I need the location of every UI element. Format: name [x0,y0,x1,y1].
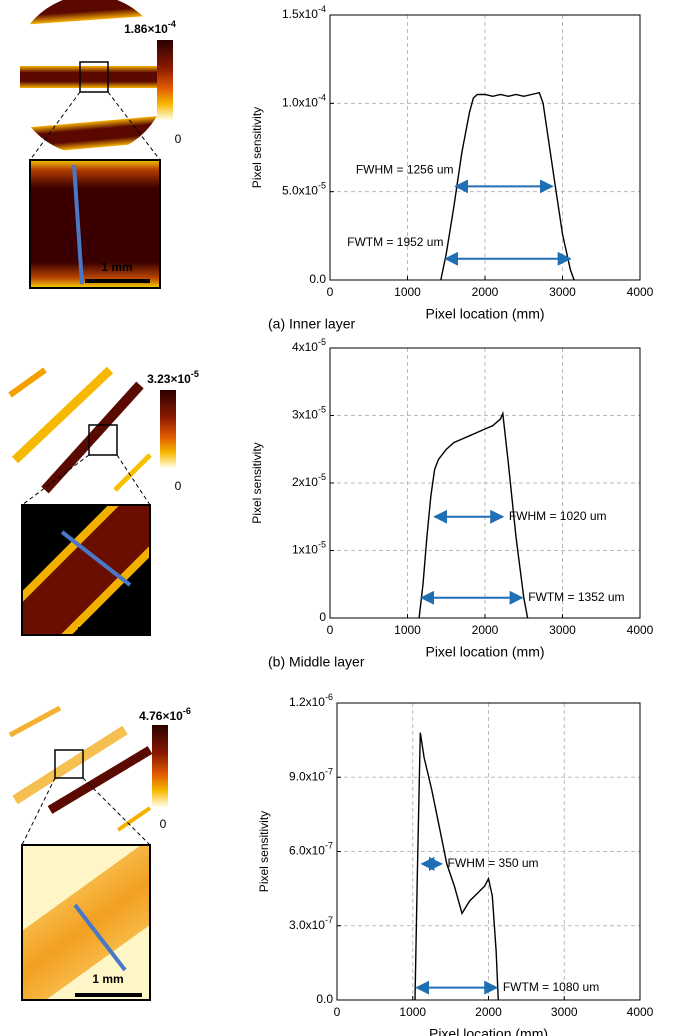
y-tick-label: 1x10-5 [292,540,326,557]
y-tick-label: 1.0x10-4 [282,93,326,110]
y-tick-label: 0.0 [316,992,333,1006]
annotation: FWHM = 1256 um [356,163,454,177]
x-tick-label: 0 [334,1005,341,1019]
heatmap-c [0,708,180,1000]
heatmap-b [0,370,180,660]
colorbar-label: 1.86×10-4 [124,19,176,36]
colorbar-label: 3.23×10-5 [147,369,199,386]
colorbar-label: 4.76×10-6 [139,706,191,723]
caption: (b) Middle layer [268,654,365,670]
x-tick-label: 2000 [475,1005,502,1019]
y-tick-label: 6.0x10-7 [289,841,333,858]
x-tick-label: 2000 [472,285,499,299]
heatmap-a [9,0,173,288]
x-axis-label: Pixel location (mm) [425,644,544,660]
x-tick-label: 4000 [627,285,654,299]
caption: (a) Inner layer [268,316,355,332]
y-tick-label: 1.5x10-4 [282,4,326,21]
scale-bar-label: 1 mm [92,972,123,986]
x-tick-label: 3000 [549,623,576,637]
annotation: FWTM = 1080 um [503,980,599,994]
annotation: FWTM = 1952 um [347,235,443,249]
x-tick-label: 0 [327,623,334,637]
colorbar-label: 0 [175,479,182,493]
annotation: FWHM = 350 um [448,856,539,870]
x-tick-label: 1000 [394,285,421,299]
x-tick-label: 4000 [627,1005,654,1019]
figure: 0 1000 2000 3000 4000 0.0 5.0x10-5 1.0x10-4 1.5x… [0,0,682,1036]
y-tick-label: 0 [319,610,326,624]
y-tick-label: 2x10-5 [292,472,326,489]
x-tick-label: 2000 [472,623,499,637]
x-tick-label: 0 [327,285,334,299]
y-tick-label: 3x10-5 [292,405,326,422]
y-axis-label: Pixel sensitivity [250,442,264,523]
y-tick-label: 4x10-5 [292,337,326,354]
y-axis-label: Pixel sensitivity [257,811,271,892]
x-tick-label: 3000 [549,285,576,299]
annotation: FWTM = 1352 um [528,590,624,604]
y-tick-label: 0.0 [309,272,326,286]
x-axis-label: Pixel location (mm) [429,1026,548,1036]
y-axis-label: Pixel sensitivity [250,107,264,188]
x-tick-label: 4000 [627,623,654,637]
y-tick-label: 9.0x10-7 [289,767,333,784]
x-tick-label: 1000 [399,1005,426,1019]
x-tick-label: 3000 [551,1005,578,1019]
y-tick-label: 5.0x10-5 [282,181,326,198]
y-tick-label: 1.2x10-6 [289,692,333,709]
scale-bar-label: 1 mm [94,609,125,623]
scale-bar-label: 1 mm [101,260,132,274]
annotation: FWHM = 1020 um [509,509,607,523]
colorbar-label: 0 [175,132,182,146]
x-axis-label: Pixel location (mm) [425,306,544,322]
colorbar-label: 0 [160,817,167,831]
x-tick-label: 1000 [394,623,421,637]
y-tick-label: 3.0x10-7 [289,915,333,932]
